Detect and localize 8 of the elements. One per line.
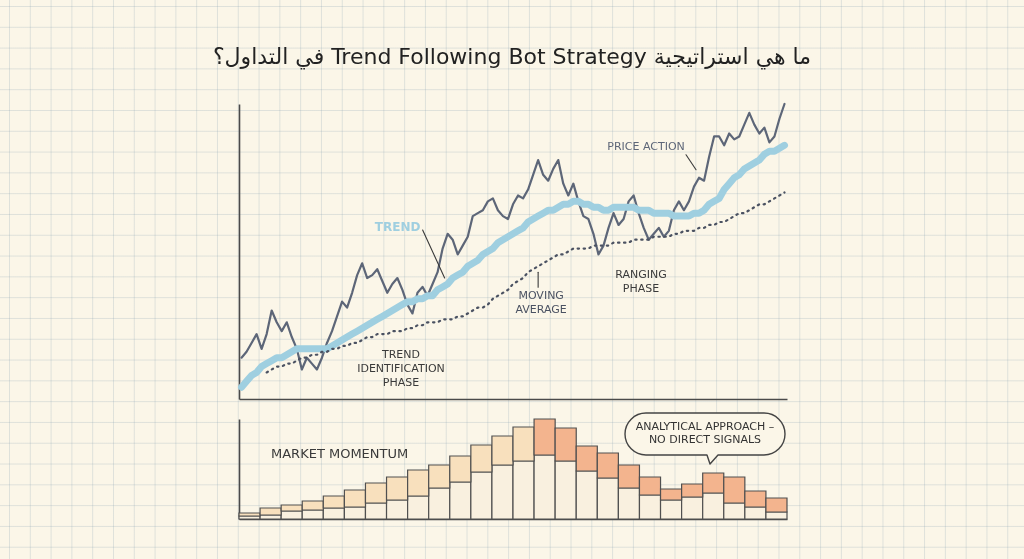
text: MARKET MOMENTUM xyxy=(271,446,409,461)
chart-title: ما هي استراتيجية Trend Following Bot Strategy في التداول؟ xyxy=(211,43,813,71)
text: TREND xyxy=(374,219,421,234)
annotation: ANALYTICAL APPROACH – NO DIRECT SIGNALS xyxy=(634,420,776,446)
annotation: RANGING PHASE xyxy=(615,268,667,295)
series-label: MOVING AVERAGE xyxy=(515,289,567,317)
text: PRICE ACTION xyxy=(607,139,685,153)
annotation: TREND IDENTIFICATION PHASE xyxy=(357,348,445,389)
